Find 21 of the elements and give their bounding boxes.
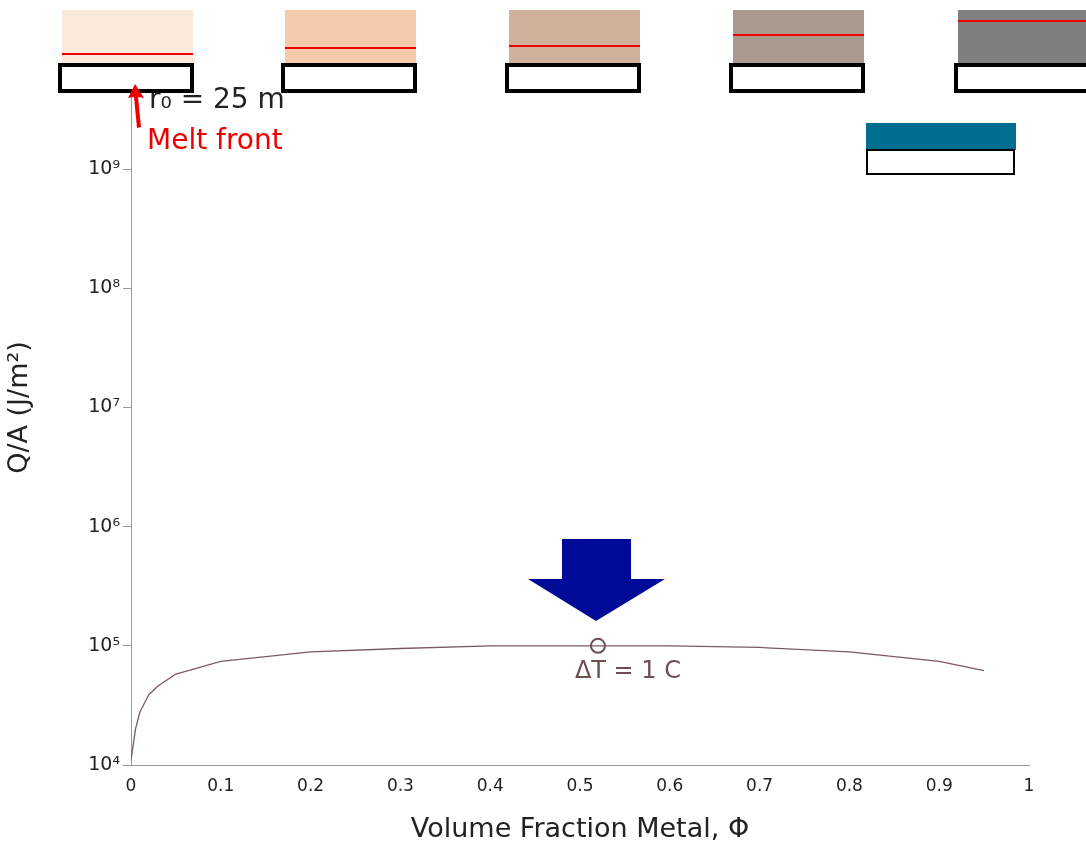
y-tick-label: 10⁴ — [88, 751, 121, 774]
annotation: ΔT = 1 C — [574, 656, 682, 685]
annotation: Melt front — [147, 123, 283, 157]
x-tick-label: 1 — [1023, 774, 1035, 795]
y-tick-label: 10⁵ — [88, 632, 120, 655]
x-tick-label: 0.4 — [476, 774, 504, 795]
y-tick-label: 10⁹ — [88, 156, 120, 179]
x-tick-label: 0.1 — [207, 774, 235, 795]
x-tick-label: 0.3 — [386, 774, 414, 795]
x-tick-label: 0.6 — [656, 774, 684, 795]
x-axis-title: Volume Fraction Metal, Φ — [410, 811, 750, 843]
x-tick-label: 0.2 — [297, 774, 325, 795]
x-tick-label: 0.9 — [925, 774, 953, 795]
y-tick-label: 10⁶ — [88, 513, 120, 536]
x-tick-label: 0.8 — [835, 774, 863, 795]
y-axis-title: Q/A (J/m²) — [2, 341, 34, 474]
y-tick-label: 10⁷ — [88, 394, 120, 417]
x-tick-label: 0 — [125, 774, 137, 795]
x-tick-label: 0.7 — [746, 774, 774, 795]
x-tick-label: 0.5 — [566, 774, 594, 795]
y-tick-label: 10⁸ — [88, 275, 120, 298]
